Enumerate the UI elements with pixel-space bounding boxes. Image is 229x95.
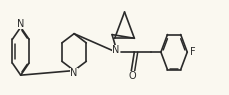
Text: O: O bbox=[128, 71, 136, 81]
Text: N: N bbox=[70, 68, 77, 78]
Text: N: N bbox=[17, 19, 24, 29]
Text: N: N bbox=[112, 45, 119, 55]
Text: F: F bbox=[189, 47, 195, 57]
